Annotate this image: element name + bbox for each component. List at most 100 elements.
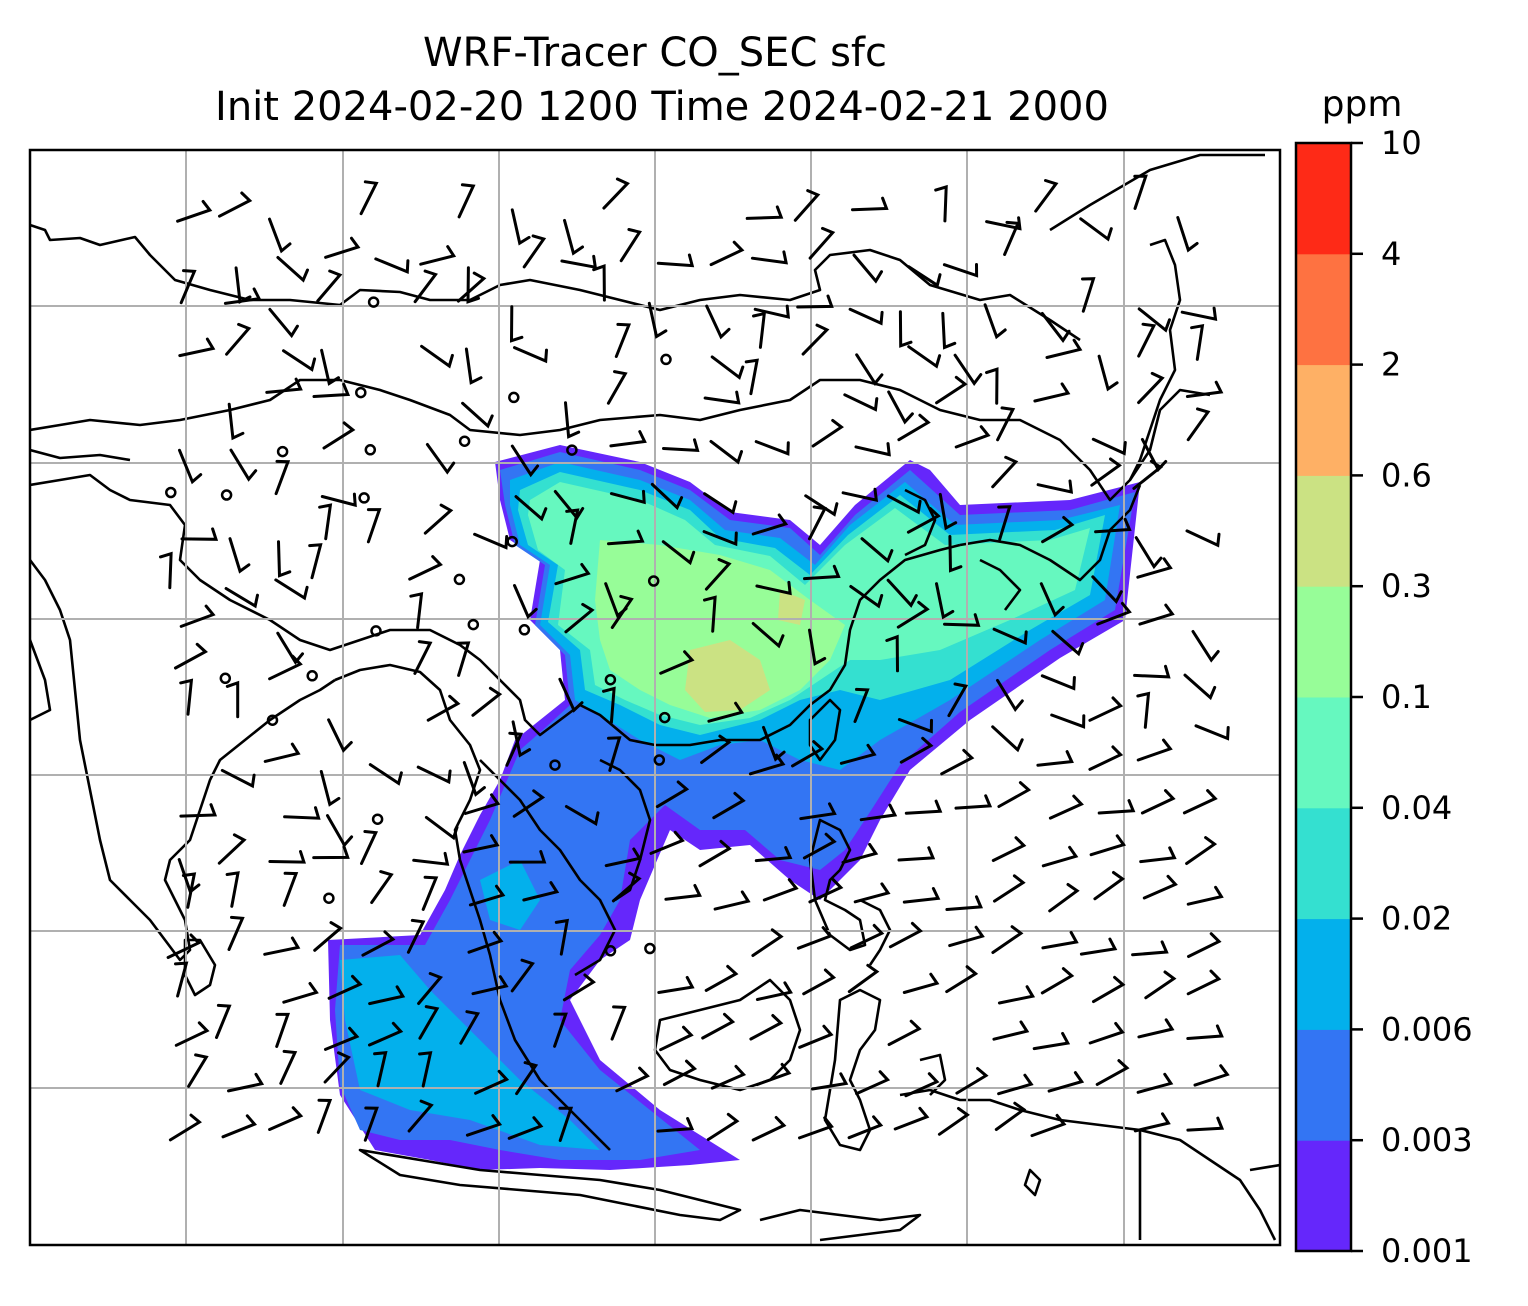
wind-barb	[703, 390, 741, 405]
wind-barb	[796, 294, 834, 309]
wind-barb	[224, 587, 259, 609]
wind-barb	[992, 1020, 1030, 1041]
wind-barb	[174, 642, 208, 670]
wind-barb	[860, 537, 894, 564]
wind-barb	[991, 455, 1019, 489]
wind-barb	[1079, 217, 1113, 242]
wind-barb	[893, 1106, 930, 1131]
wind-barb	[225, 680, 240, 719]
wind-barb	[1003, 220, 1021, 256]
wind-barb	[607, 736, 622, 772]
wind-barb	[754, 440, 790, 456]
wind-barb	[227, 1072, 265, 1093]
wind-barb	[558, 1106, 574, 1142]
wind-barb	[554, 918, 570, 956]
wind-barb	[1039, 582, 1065, 618]
wind-barb	[471, 975, 509, 996]
colorbar: 0.001 0.003 0.006 0.02 0.04 0.1 0.3 0.6 2 4 10 ppm	[1294, 84, 1473, 1270]
colorbar-tick-label: 0.001	[1381, 1232, 1473, 1270]
wind-barb	[604, 847, 642, 868]
wind-barb	[994, 1101, 1027, 1131]
wind-barb	[656, 1117, 695, 1133]
wind-barb	[558, 677, 584, 713]
wind-barb	[1040, 674, 1076, 691]
colorbar-unit: ppm	[1322, 84, 1403, 125]
colorbar-tick-label: 10	[1381, 124, 1422, 162]
wind-barb	[312, 845, 350, 860]
wind-barb	[324, 236, 361, 259]
calm-wind-circle	[647, 575, 660, 587]
wind-barb	[855, 353, 884, 386]
calm-wind-circle	[467, 618, 480, 631]
wind-barb	[456, 271, 487, 303]
wind-barb	[1176, 216, 1199, 253]
wind-barb	[755, 981, 793, 1001]
wind-barb	[1186, 885, 1224, 906]
wind-barb	[997, 1073, 1034, 1096]
wind-barb	[706, 1112, 740, 1141]
wind-barb	[848, 307, 884, 326]
wind-barb	[897, 846, 936, 862]
wind-barb	[991, 925, 1024, 954]
wind-barb	[997, 985, 1036, 1005]
wind-barb	[215, 1003, 232, 1039]
wind-barb	[268, 1106, 304, 1131]
wind-barb	[849, 923, 885, 950]
wind-barb	[1180, 306, 1218, 321]
wind-barb	[887, 1019, 922, 1046]
map-title: WRF-Tracer CO_SEC sfc	[423, 30, 887, 76]
wind-barb	[463, 793, 501, 815]
wind-barb	[562, 973, 596, 1002]
wind-barb	[1133, 1112, 1171, 1133]
wind-barb	[426, 694, 461, 722]
wind-barb	[276, 256, 309, 283]
calm-wind-circle	[323, 892, 335, 904]
wind-barb	[327, 718, 353, 753]
colorbar-segment	[1296, 475, 1351, 587]
wind-barb	[1041, 845, 1079, 868]
wind-barb	[326, 814, 354, 848]
wind-barb	[467, 930, 504, 954]
colorbar-tick-label: 0.006	[1381, 1010, 1473, 1048]
wind-barb	[1091, 575, 1123, 605]
wind-barb	[363, 1106, 379, 1142]
wind-barb	[954, 425, 991, 449]
wind-barb	[462, 761, 486, 797]
wind-barb	[751, 1116, 787, 1142]
wind-barb	[991, 836, 1027, 862]
wind-barb	[798, 1116, 834, 1140]
wind-barb	[610, 1005, 627, 1041]
wind-barb	[420, 344, 454, 369]
wind-barb	[166, 933, 202, 959]
wind-barb	[1186, 969, 1222, 996]
wind-barb	[418, 1051, 433, 1088]
wind-barb	[703, 595, 717, 633]
wind-barb	[853, 687, 870, 723]
wind-barb	[610, 594, 634, 629]
wind-barb	[312, 382, 351, 398]
wind-barb	[409, 591, 424, 630]
wind-barb	[564, 805, 600, 826]
wind-barb	[801, 323, 830, 356]
wind-barb	[607, 529, 645, 546]
wind-barb	[179, 604, 216, 628]
wind-barb	[606, 370, 628, 405]
colorbar-segment	[1296, 1140, 1351, 1252]
wind-barb	[948, 925, 985, 948]
wind-barb	[707, 701, 745, 723]
wind-barb	[225, 322, 252, 356]
wind-barb	[619, 228, 643, 263]
wind-barb	[174, 1021, 210, 1047]
wind-barb	[268, 307, 299, 339]
wind-barb	[954, 794, 993, 810]
wind-barb	[408, 555, 443, 581]
calm-wind-circle	[453, 573, 466, 586]
wind-barb	[323, 1051, 352, 1084]
colorbar-segment	[1296, 253, 1351, 366]
wind-barb	[996, 678, 1024, 712]
wind-barb	[1142, 874, 1178, 900]
wind-barb	[1095, 1059, 1130, 1086]
calm-wind-circle	[219, 672, 232, 685]
wind-barb	[282, 982, 319, 1004]
wind-barb	[316, 269, 343, 303]
